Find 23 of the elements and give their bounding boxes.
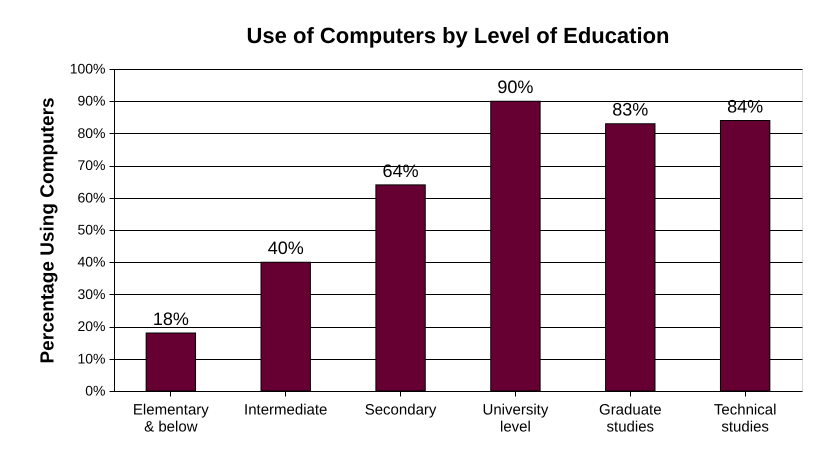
y-tick-label: 90%	[77, 92, 106, 109]
y-tick-label: 50%	[77, 222, 106, 238]
x-tick-label: University level	[482, 402, 549, 436]
data-label: 40%	[268, 238, 304, 258]
x-tick-label: Intermediate	[244, 402, 328, 418]
x-tick-label: Technical studies	[714, 402, 776, 436]
data-label: 83%	[612, 100, 648, 120]
x-tick-label: Graduate studies	[599, 402, 662, 436]
y-tick-label: 30%	[77, 286, 106, 302]
chart-title: Use of Computers by Level of Education	[246, 23, 670, 48]
y-axis-title: Percentage Using Computers	[38, 97, 59, 364]
y-tick-label: 60%	[77, 189, 106, 206]
y-tick-label: 20%	[77, 318, 106, 334]
y-tick-label: 0%	[85, 382, 106, 398]
y-tick-label: 70%	[77, 157, 106, 174]
y-tick-label: 80%	[77, 124, 106, 141]
data-label: 90%	[497, 77, 534, 98]
y-tick-label: 10%	[77, 350, 106, 366]
y-tick-label: 100%	[70, 60, 106, 76]
y-tick-label: 40%	[77, 254, 106, 270]
x-tick-label: Elementary & below	[132, 402, 210, 436]
data-label: 18%	[152, 309, 189, 330]
x-tick-label: Secondary	[364, 402, 437, 418]
